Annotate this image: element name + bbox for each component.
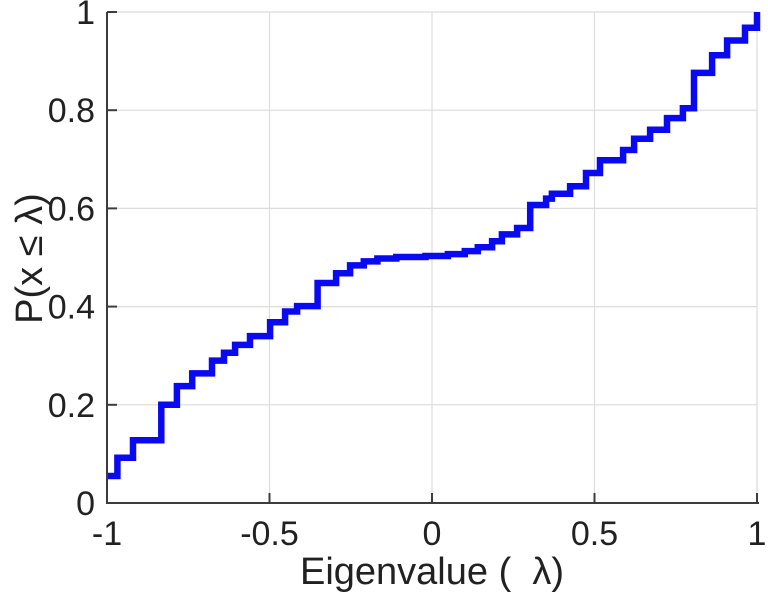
ecdf-curve — [107, 12, 761, 480]
y-tick-label: 0.8 — [48, 92, 95, 130]
y-axis-label: P(x ≤ λ) — [9, 193, 51, 324]
y-tick-label: 0.4 — [48, 289, 95, 327]
x-tick-label: -1 — [92, 515, 122, 553]
y-tick-label: 0.6 — [48, 190, 95, 228]
x-tick-label: 0.5 — [571, 515, 618, 553]
y-tick-label: 1 — [76, 0, 95, 32]
x-axis-label: Eigenvalue ( λ) — [300, 551, 564, 593]
y-tick-label: 0 — [76, 485, 95, 523]
x-tick-label: -0.5 — [240, 515, 299, 553]
x-tick-label: 0 — [423, 515, 442, 553]
x-tick-label: 1 — [748, 515, 767, 553]
y-tick-label: 0.2 — [48, 387, 95, 425]
